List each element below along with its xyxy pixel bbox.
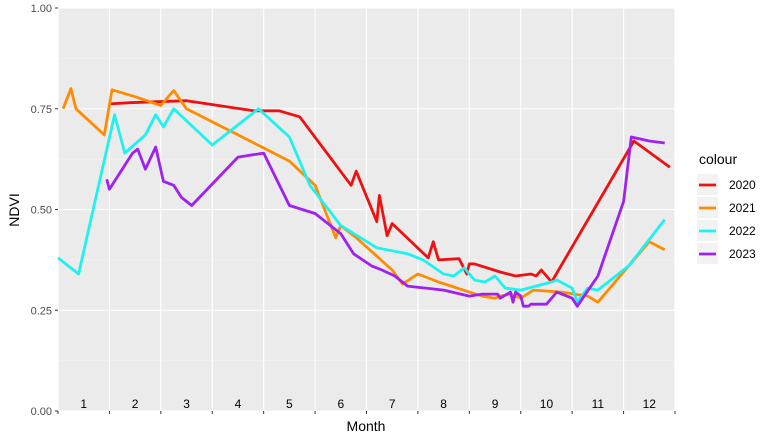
- month-label: 4: [235, 397, 242, 411]
- legend: colour 2020 2021 2022 2023: [697, 151, 756, 264]
- legend-title: colour: [699, 151, 737, 167]
- y-tick-label: 0.25: [31, 305, 52, 317]
- month-label: 10: [540, 397, 554, 411]
- y-tick-label: 0.50: [31, 205, 52, 217]
- month-label-layer: 1 2 3 4 5 6 7 8 9 10 11 12: [80, 397, 656, 411]
- series-line-2020: [109, 99, 671, 284]
- month-label: 1: [80, 397, 87, 411]
- month-label: 8: [440, 397, 447, 411]
- legend-label-2022: 2022: [729, 224, 756, 238]
- legend-label-2023: 2023: [729, 247, 756, 261]
- y-tick-label: 0.00: [31, 406, 52, 418]
- y-tick-label: 1.00: [31, 3, 52, 15]
- month-label: 2: [132, 397, 139, 411]
- month-label: 11: [592, 397, 605, 411]
- series-line-2022: [57, 107, 666, 304]
- series-line-2023: [105, 135, 665, 308]
- y-tick-label: 0.75: [31, 104, 52, 116]
- month-label: 7: [389, 397, 396, 411]
- x-axis-title: Month: [347, 418, 386, 434]
- month-label: 9: [492, 397, 499, 411]
- month-label: 3: [183, 397, 190, 411]
- series-layer: [57, 87, 671, 308]
- y-tick-layer: 0.00 0.25 0.50 0.75 1.00: [31, 3, 676, 418]
- legend-label-2021: 2021: [729, 201, 756, 215]
- month-label: 5: [286, 397, 293, 411]
- y-axis-title: NDVI: [6, 193, 22, 226]
- month-label: 12: [643, 397, 657, 411]
- legend-label-2020: 2020: [729, 178, 756, 192]
- month-label: 6: [337, 397, 344, 411]
